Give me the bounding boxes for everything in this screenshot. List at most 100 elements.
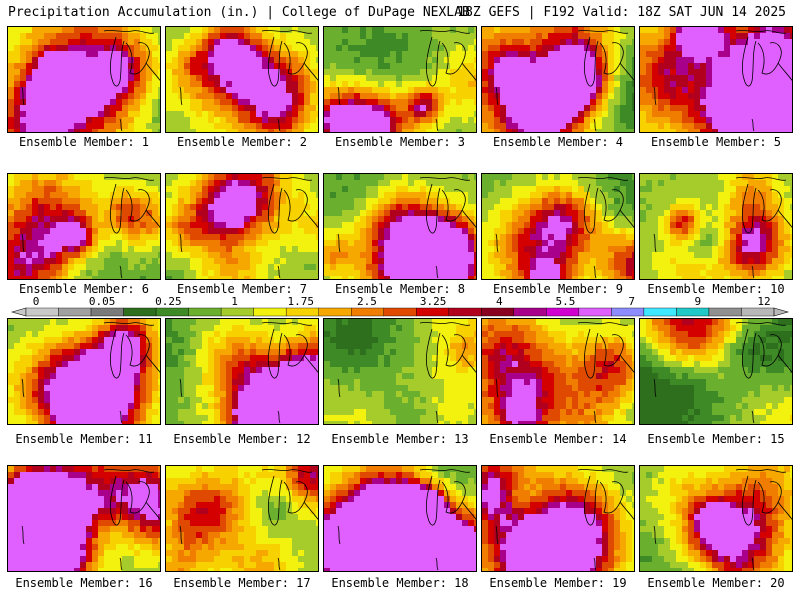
precip-cell — [202, 93, 208, 99]
precip-cell — [316, 180, 318, 186]
precip-cell — [232, 51, 238, 57]
precip-cell — [8, 325, 14, 331]
precip-cell — [444, 99, 450, 105]
precip-cell — [298, 270, 304, 276]
precip-cell — [220, 27, 226, 33]
precip-cell — [482, 129, 488, 132]
precip-cell — [220, 39, 226, 45]
precip-cell — [324, 51, 330, 57]
precip-cell — [512, 186, 518, 192]
precip-cell — [202, 252, 208, 258]
precip-cell — [682, 51, 688, 57]
precip-cell — [274, 123, 280, 129]
precip-cell — [190, 81, 196, 87]
precip-cell — [354, 192, 360, 198]
precip-cell — [50, 331, 56, 337]
precip-cell — [304, 222, 310, 228]
precip-cell — [718, 234, 724, 240]
precip-cell — [736, 87, 742, 93]
precip-cell — [384, 93, 390, 99]
precip-cell — [196, 180, 202, 186]
precip-cell — [190, 192, 196, 198]
precip-cell — [658, 240, 664, 246]
precip-cell — [202, 105, 208, 111]
precip-cell — [640, 204, 646, 210]
precip-cell — [408, 192, 414, 198]
precip-cell — [354, 93, 360, 99]
precip-cell — [566, 222, 572, 228]
precip-cell — [128, 75, 134, 81]
precip-cell — [602, 129, 608, 132]
precip-cell — [304, 105, 310, 111]
precip-cell — [146, 240, 152, 246]
precip-cell — [566, 27, 572, 33]
precip-cell — [32, 343, 38, 349]
precip-cell — [652, 123, 658, 129]
precip-cell — [512, 258, 518, 264]
precip-cell — [262, 222, 268, 228]
precip-cell — [348, 240, 354, 246]
precip-cell — [262, 75, 268, 81]
precip-cell — [512, 228, 518, 234]
precip-cell — [772, 180, 778, 186]
precip-cell — [56, 373, 62, 379]
precip-cell — [158, 264, 160, 270]
precip-cell — [80, 186, 86, 192]
precip-cell — [56, 63, 62, 69]
precip-cell — [324, 93, 330, 99]
precip-cell — [26, 39, 32, 45]
precip-cell — [608, 63, 614, 69]
precip-cell — [718, 210, 724, 216]
precip-cell — [384, 51, 390, 57]
precip-cell — [438, 264, 444, 270]
precip-cell — [56, 331, 62, 337]
precip-cell — [506, 117, 512, 123]
precip-cell — [366, 258, 372, 264]
precip-cell — [438, 27, 444, 33]
precip-cell — [432, 51, 438, 57]
precip-cell — [178, 174, 184, 180]
precip-cell — [488, 246, 494, 252]
precip-cell — [128, 204, 134, 210]
precip-cell — [250, 234, 256, 240]
precip-cell — [482, 105, 488, 111]
precip-cell — [152, 117, 158, 123]
precip-cell — [494, 27, 500, 33]
precip-cell — [718, 252, 724, 258]
precip-cell — [158, 33, 160, 39]
precip-cell — [310, 216, 316, 222]
precip-cell — [536, 87, 542, 93]
precip-cell — [646, 174, 652, 180]
precip-cell — [396, 63, 402, 69]
precip-cell — [166, 246, 172, 252]
precip-cell — [700, 210, 706, 216]
precip-cell — [560, 234, 566, 240]
precip-cell — [664, 99, 670, 105]
precip-cell — [784, 204, 790, 210]
precip-cell — [140, 186, 146, 192]
precip-cell — [104, 33, 110, 39]
precip-cell — [438, 105, 444, 111]
precip-cell — [226, 192, 232, 198]
precip-cell — [444, 186, 450, 192]
precip-cell — [712, 240, 718, 246]
precip-cell — [578, 39, 584, 45]
precip-cell — [80, 367, 86, 373]
precip-cell — [256, 252, 262, 258]
precip-cell — [50, 45, 56, 51]
precip-cell — [474, 276, 476, 279]
precip-cell — [196, 192, 202, 198]
precip-cell — [310, 105, 316, 111]
precip-cell — [20, 319, 26, 325]
precip-cell — [402, 198, 408, 204]
precip-cell — [772, 111, 778, 117]
precip-cell — [474, 117, 476, 123]
precip-cell — [632, 51, 634, 57]
precip-cell — [98, 246, 104, 252]
precip-cell — [32, 228, 38, 234]
precip-cell — [474, 204, 476, 210]
precip-cell — [742, 33, 748, 39]
precip-cell — [468, 51, 474, 57]
precip-cell — [208, 93, 214, 99]
precip-cell — [360, 258, 366, 264]
